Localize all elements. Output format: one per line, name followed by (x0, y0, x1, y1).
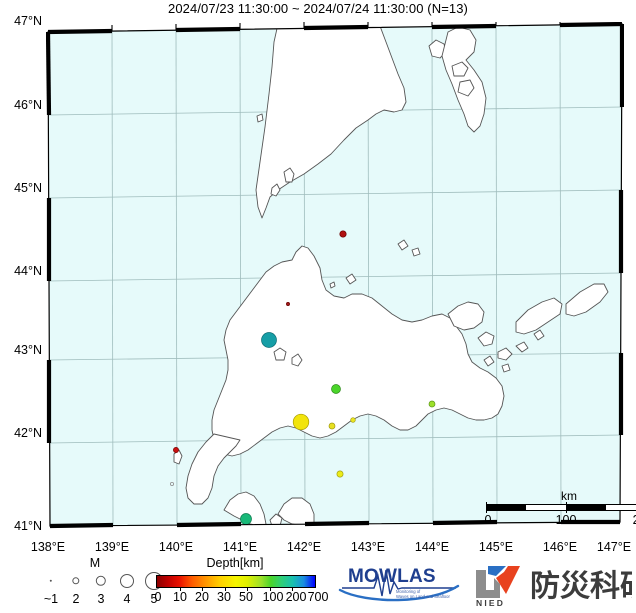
nied-gray-shape (494, 578, 500, 598)
magnitude-legend-labels: ~1 2 3 4 5 (40, 592, 165, 608)
page-title: 2024/07/23 11:30:00 ~ 2024/07/24 11:30:0… (168, 1, 468, 16)
depth-legend-labels: 0 10 20 30 50 100 200 700 (154, 590, 329, 606)
magnitude-label: 3 (97, 592, 105, 606)
scale-bar-label: 200 (633, 513, 636, 527)
epicenter-marker (328, 422, 336, 430)
map-frame (46, 22, 624, 529)
axis-label-lat: 41°N (14, 519, 42, 533)
axis-label-lat: 45°N (14, 181, 42, 195)
waveform-icon (342, 569, 456, 597)
axis-label-lat: 44°N (14, 264, 42, 278)
magnitude-label: 5 (150, 592, 158, 606)
axis-label-lon: 141°E (222, 540, 258, 554)
magnitude-symbol (49, 579, 53, 583)
nied-name-ja: 防災科研 (530, 569, 632, 604)
axis-label-lon: 139°E (94, 540, 130, 554)
swoosh-icon (338, 584, 460, 602)
depth-label: 100 (262, 590, 284, 604)
nied-logo-mark: NIED 防災科研 (476, 566, 636, 608)
depth-label: 700 (307, 590, 329, 604)
scale-bar-label: 100 (555, 513, 577, 527)
depth-label: 0 (154, 590, 162, 604)
depth-label: 30 (217, 590, 231, 604)
magnitude-legend-title: M (89, 556, 101, 570)
epicenter-marker (339, 230, 347, 238)
nied-red-shape (496, 566, 520, 594)
epicenter-marker (292, 413, 310, 431)
magnitude-symbol (95, 575, 107, 587)
magnitude-label: ~1 (43, 592, 59, 606)
legend-bar: M ~1 2 3 4 5 Depth[km] 0 10 (0, 556, 636, 611)
epicenter-marker (173, 447, 179, 453)
axis-label-lat: 42°N (14, 426, 42, 440)
axis-label-lon: 142°E (286, 540, 322, 554)
nied-abbr: NIED (476, 598, 505, 608)
axis-label-lon: 138°E (30, 540, 66, 554)
magnitude-symbol (120, 574, 134, 588)
axis-label-lat: 43°N (14, 343, 42, 357)
axis-label-lon: 147°E (596, 540, 632, 554)
axis-label-lon: 143°E (350, 540, 386, 554)
axis-label-lon: 146°E (542, 540, 578, 554)
mowlas-wordmark: MOWLAS (348, 566, 436, 587)
axis-label-lon: 144°E (414, 540, 450, 554)
axis-label-lat: 46°N (14, 98, 42, 112)
epicenter-marker (350, 417, 356, 423)
mowlas-logo-mark: MOWLAS (338, 566, 460, 602)
depth-colorbar-gradient (157, 576, 315, 587)
magnitude-legend-symbols (40, 570, 165, 592)
depth-label: 200 (285, 590, 307, 604)
nied-blue-shape (488, 566, 506, 576)
epicenter-marker (240, 513, 252, 525)
mowlas-tagline: Monitoring of Waves on Land and Seafloor (396, 589, 450, 599)
scale-bar-label: 0 (484, 513, 492, 527)
magnitude-label: 2 (72, 592, 80, 606)
epicenter-marker (336, 470, 344, 478)
nied-gray-shape (476, 570, 494, 598)
depth-label: 20 (195, 590, 209, 604)
nied-logo: NIED 防災科研 (472, 560, 636, 608)
axis-label-lat: 47°N (14, 14, 42, 28)
epicenter-marker (286, 302, 290, 306)
seismicity-map: km 0 100 200 (46, 22, 636, 532)
scale-bar-track (486, 502, 636, 513)
epicenter-marker (428, 400, 436, 408)
epicenter-marker (170, 481, 175, 486)
depth-legend-title: Depth[km] (206, 556, 264, 570)
axis-label-lon: 140°E (158, 540, 194, 554)
magnitude-symbol (72, 577, 80, 585)
axis-label-lon: 145°E (478, 540, 514, 554)
epicenter-marker (261, 332, 277, 348)
scale-bar-unit: km (561, 489, 577, 503)
mowlas-tagline-line1: Monitoring of (396, 589, 421, 594)
epicenter-layer (170, 230, 436, 525)
depth-label: 50 (239, 590, 253, 604)
mowlas-tagline-line2: Waves on Land and Seafloor (396, 594, 450, 600)
depth-colorbar (156, 575, 316, 591)
magnitude-label: 4 (123, 592, 131, 606)
mowlas-logo: MOWLAS Monitoring of Waves on Land and S… (338, 562, 460, 606)
epicenter-marker (331, 384, 341, 394)
map-canvas (46, 22, 624, 529)
depth-label: 10 (173, 590, 187, 604)
